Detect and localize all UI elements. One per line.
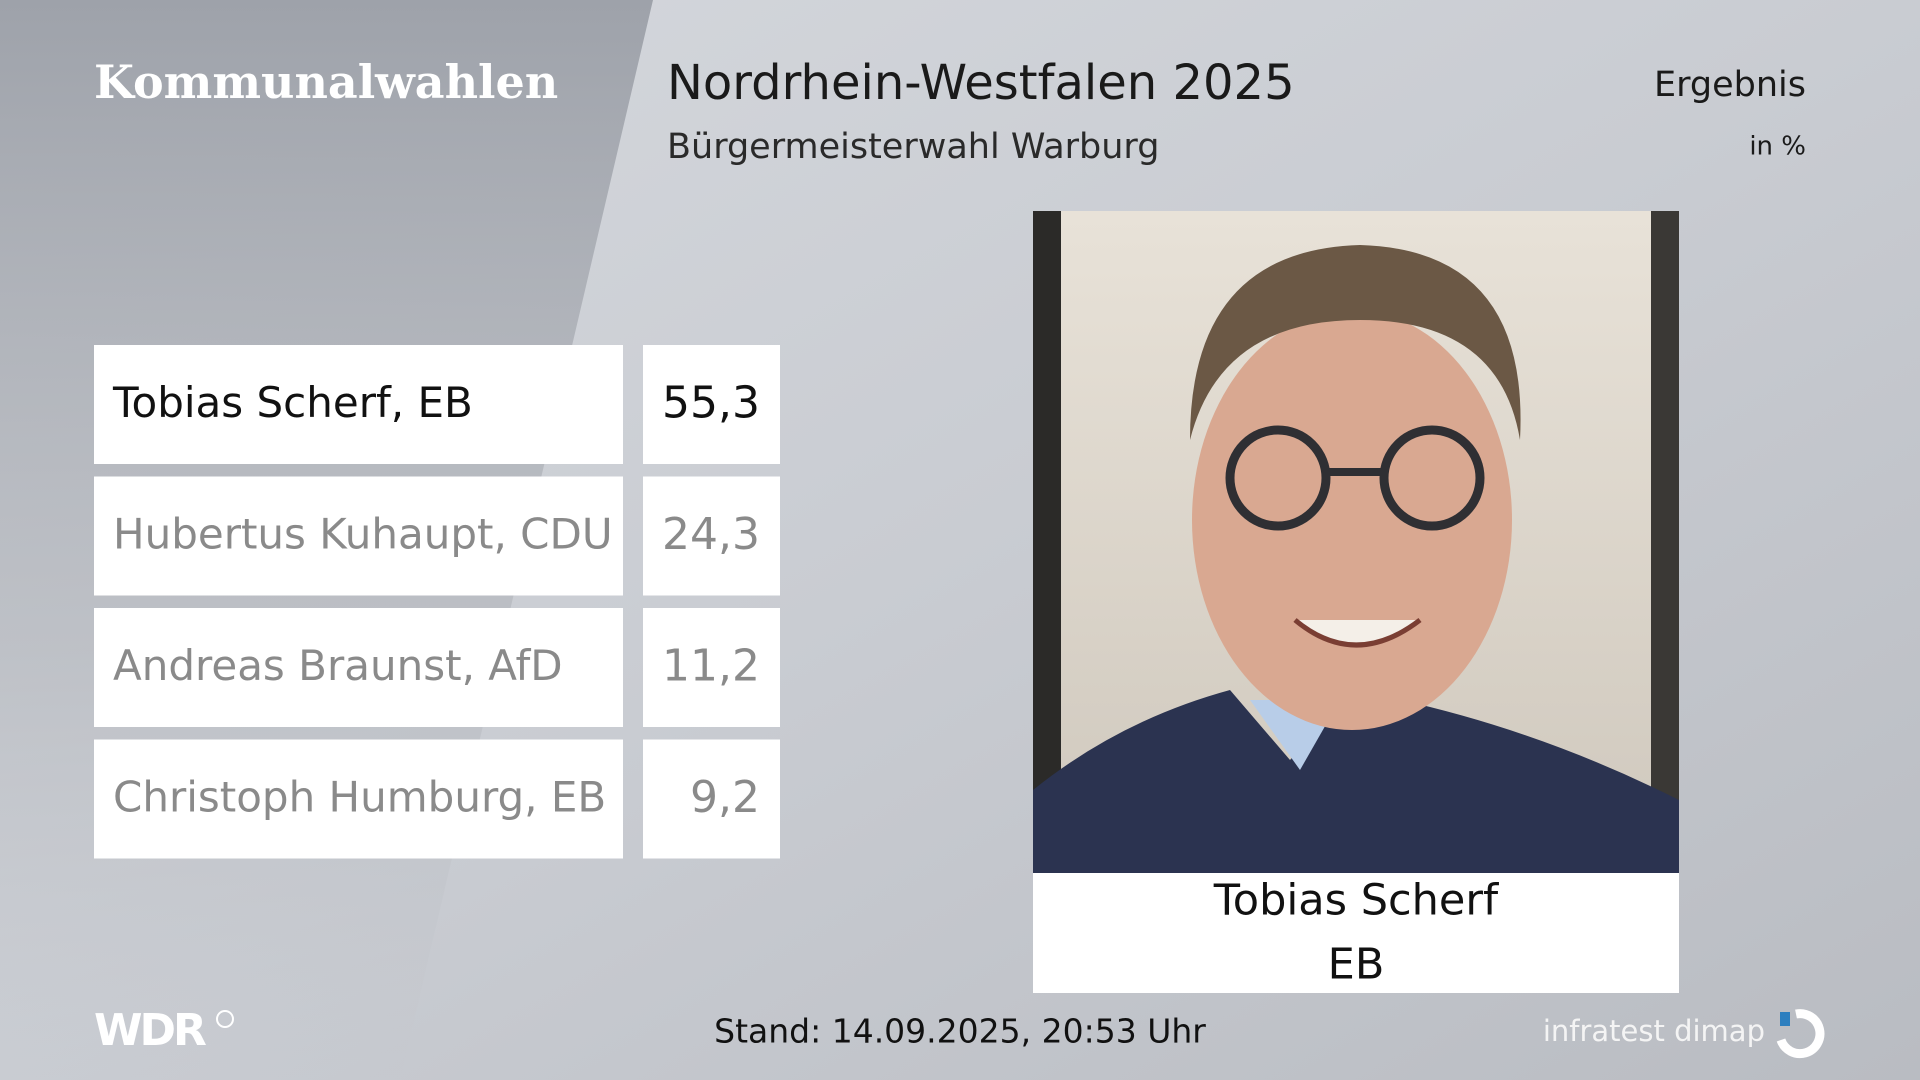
candidate-name: Tobias Scherf, EB bbox=[112, 378, 473, 427]
value-cell bbox=[643, 608, 780, 727]
name-cell bbox=[94, 476, 623, 596]
name-cell bbox=[94, 608, 623, 727]
source-logo bbox=[1776, 1009, 1825, 1059]
candidate-name: Christoph Humburg, EB bbox=[113, 773, 606, 822]
subtitle: Bürgermeisterwahl Warburg bbox=[667, 127, 1159, 167]
name-cell bbox=[94, 739, 623, 859]
value-cell bbox=[643, 345, 780, 464]
value-cell bbox=[643, 739, 780, 859]
broadcaster-logo: WDR bbox=[94, 1005, 206, 1056]
value-cell bbox=[643, 476, 780, 596]
timestamp: Stand: 14.09.2025, 20:53 Uhr bbox=[714, 1012, 1206, 1051]
results-table: Tobias Scherf, EB 55,3 Hubertus Kuhaupt, C… bbox=[94, 345, 780, 859]
candidate-value: 11,2 bbox=[662, 641, 760, 692]
candidate-value: 55,3 bbox=[662, 378, 760, 429]
candidate-photo bbox=[1033, 211, 1679, 873]
winner-party: EB bbox=[1328, 940, 1385, 990]
candidate-value: 9,2 bbox=[690, 772, 760, 823]
title: Nordrhein-Westfalen 2025 bbox=[667, 55, 1295, 111]
candidate-value: 24,3 bbox=[662, 509, 760, 560]
source: infratest dimap bbox=[1543, 1014, 1765, 1048]
caption-box bbox=[1033, 873, 1679, 993]
candidate-name: Hubertus Kuhaupt, CDU bbox=[113, 510, 613, 559]
name-cell bbox=[94, 345, 623, 464]
result-label: Ergebnis bbox=[1654, 65, 1806, 105]
winner-name: Tobias Scherf bbox=[1213, 876, 1499, 926]
candidate-name: Andreas Braunst, AfD bbox=[113, 641, 563, 690]
logo-mark bbox=[216, 1010, 234, 1028]
unit: in % bbox=[1749, 132, 1806, 162]
brand: Kommunalwahlen bbox=[94, 55, 558, 109]
